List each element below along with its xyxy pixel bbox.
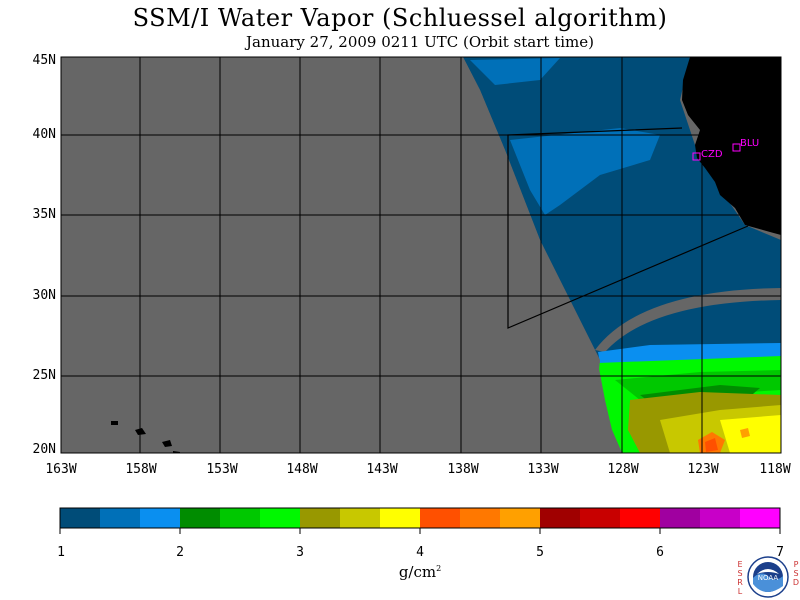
swath-gap-arc <box>595 288 781 352</box>
colorbar-swatch <box>540 508 581 528</box>
colorbar-swatch <box>580 508 621 528</box>
colorbar-units: g/cm2 <box>398 563 442 581</box>
colorbar <box>59 507 781 534</box>
map-subtitle: January 27, 2009 0211 UTC (Orbit start t… <box>246 33 594 51</box>
colorbar-tick-2: 2 <box>176 545 184 560</box>
colorbar-tick-5: 5 <box>536 545 544 560</box>
colorbar-swatch <box>660 508 701 528</box>
colorbar-swatch <box>180 508 221 528</box>
colorbar-swatch <box>340 508 381 528</box>
noaa-logo: NOAA <box>747 556 789 598</box>
colorbar-tick-6: 6 <box>656 545 664 560</box>
lon-label-123w: 123W <box>687 462 719 477</box>
map-title: SSM/I Water Vapor (Schluessel algorithm) <box>132 4 668 32</box>
land-north-america <box>682 57 781 235</box>
station-label-blu: BLU <box>740 138 759 149</box>
colorbar-swatch <box>60 508 101 528</box>
colorbar-swatch <box>300 508 341 528</box>
lat-label-20n: 20N <box>32 442 56 457</box>
lat-label-45n: 45N <box>32 53 56 68</box>
hawaii-island <box>111 421 118 425</box>
lon-label-163w: 163W <box>45 462 77 477</box>
colorbar-swatch <box>500 508 541 528</box>
station-marker-blu <box>732 143 741 152</box>
colorbar-swatch <box>100 508 141 528</box>
colorbar-tick-1: 1 <box>57 545 65 560</box>
lat-label-35n: 35N <box>32 207 56 222</box>
lon-label-158w: 158W <box>125 462 157 477</box>
lat-label-25n: 25N <box>32 368 56 383</box>
svg-text:NOAA: NOAA <box>758 574 779 582</box>
water-vapor-map: CZD BLU <box>60 56 782 454</box>
station-label-czd: CZD <box>701 149 723 160</box>
colorbar-swatch <box>740 508 781 528</box>
lon-label-148w: 148W <box>286 462 318 477</box>
lon-label-128w: 128W <box>607 462 639 477</box>
colorbar-swatch <box>620 508 661 528</box>
colorbar-swatch <box>460 508 501 528</box>
colorbar-swatch <box>420 508 461 528</box>
lon-label-153w: 153W <box>206 462 238 477</box>
colorbar-swatch <box>140 508 181 528</box>
lat-label-40n: 40N <box>32 127 56 142</box>
colorbar-swatch <box>220 508 261 528</box>
colorbar-tick-4: 4 <box>416 545 424 560</box>
lon-label-133w: 133W <box>527 462 559 477</box>
colorbar-tick-3: 3 <box>296 545 304 560</box>
colorbar-tick-7: 7 <box>776 545 784 560</box>
station-marker-czd <box>692 152 701 161</box>
graticule <box>61 57 781 453</box>
lon-label-118w: 118W <box>759 462 791 477</box>
domain-outline <box>507 127 749 329</box>
lon-label-138w: 138W <box>447 462 479 477</box>
lon-label-143w: 143W <box>366 462 398 477</box>
colorbar-swatch <box>380 508 421 528</box>
colorbar-swatch <box>700 508 741 528</box>
colorbar-swatch <box>260 508 301 528</box>
lat-label-30n: 30N <box>32 288 56 303</box>
